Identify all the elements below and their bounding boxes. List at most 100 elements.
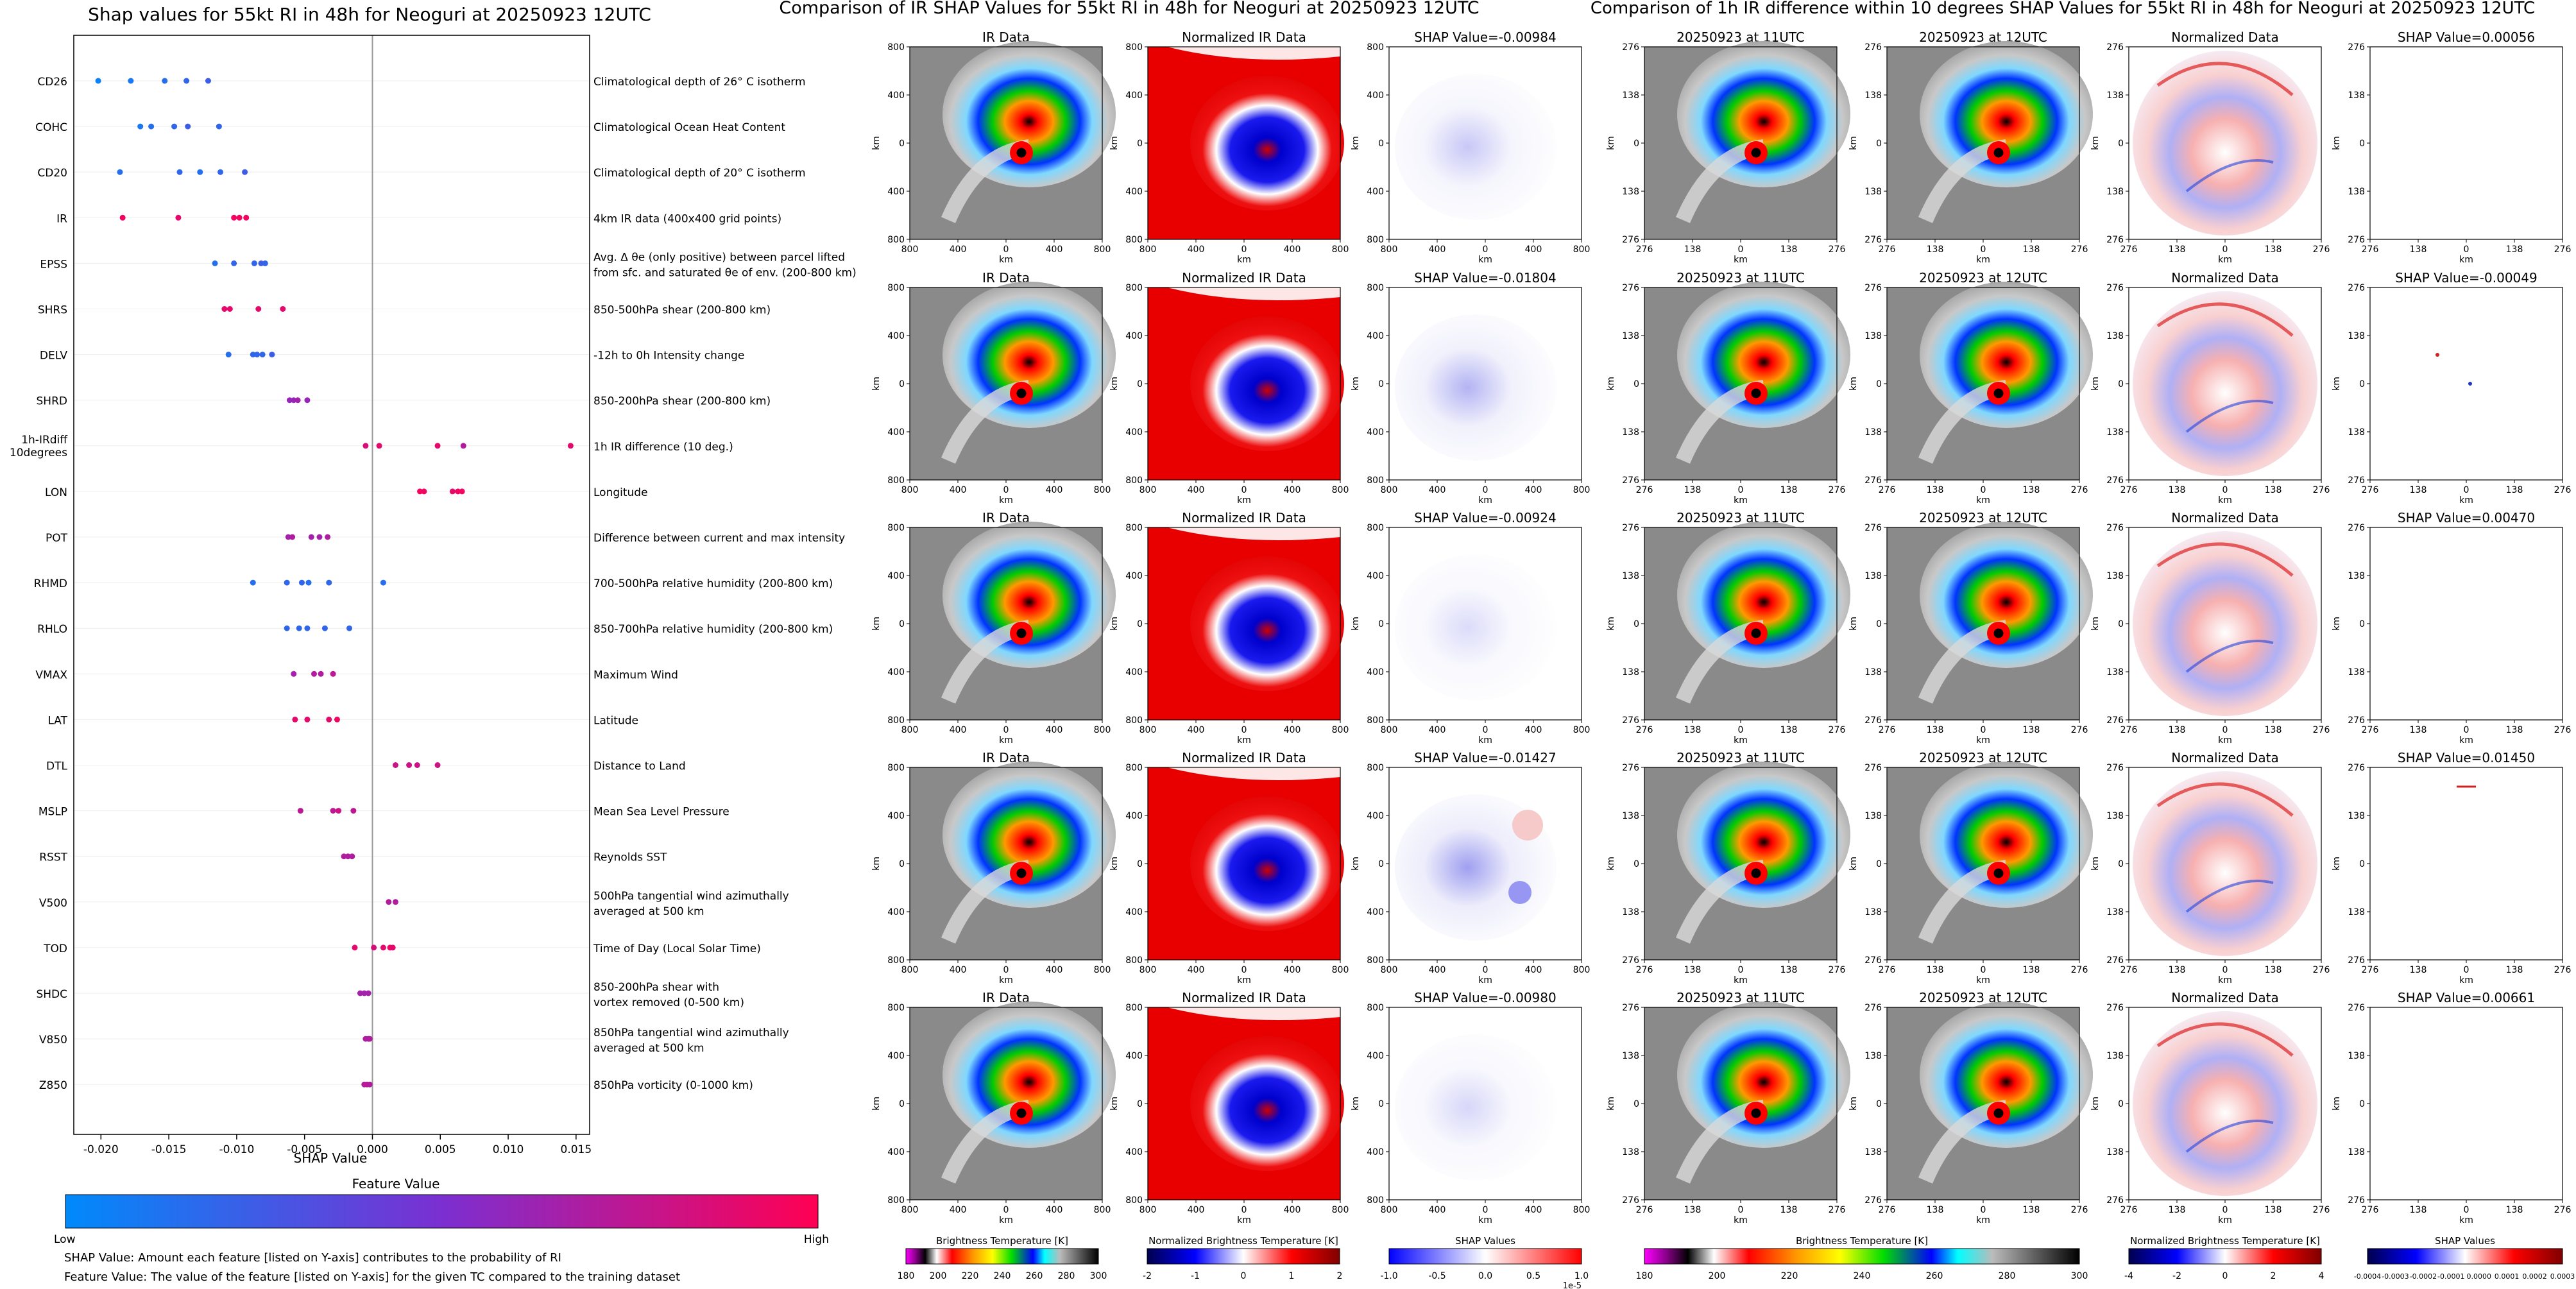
panel-y-tick-label: 276 [2106, 1195, 2124, 1206]
colorbar-tick-label: 220 [962, 1271, 979, 1281]
panel-x-axis-label: km [999, 495, 1013, 506]
shap-point [455, 488, 461, 495]
panel-y-tick-label: 276 [2348, 715, 2365, 726]
shap-point [284, 625, 290, 631]
panel-y-tick-label: 276 [2106, 955, 2124, 966]
shap-point [119, 214, 126, 221]
panel-x-axis-label: km [999, 1215, 1013, 1225]
panel-x-tick-label: 138 [1780, 485, 1798, 495]
panel-y-tick-label: 276 [2106, 475, 2124, 486]
panel-x-tick-label: 138 [2169, 485, 2186, 495]
ir-storm-cloud [943, 522, 1116, 668]
panel-x-tick-label: 276 [1879, 1205, 1896, 1215]
panel-x-tick-label: 800 [1139, 965, 1157, 975]
shap-point [286, 397, 293, 404]
diff-field [2133, 51, 2317, 235]
panel-x-axis-label: km [1734, 735, 1748, 746]
panel-y-tick-label: 400 [1125, 187, 1143, 197]
diff-red-band [2156, 1022, 2294, 1057]
shap-point [366, 1036, 373, 1042]
shap-point [349, 853, 355, 860]
panel-x-tick-label: 276 [2071, 485, 2088, 495]
panel-x-tick-label: 276 [2313, 1205, 2330, 1215]
shap-point [316, 534, 323, 540]
panel-y-tick-label: 400 [1367, 331, 1384, 341]
panel-x-tick-label: 0 [1981, 965, 1986, 975]
panel-y-tick-label: 138 [1622, 90, 1639, 101]
panel-y-tick-label: 276 [2348, 235, 2365, 245]
feature-description-line: 850hPa tangential wind azimuthally [593, 1027, 789, 1039]
panel-y-tick-label: 276 [1622, 1195, 1639, 1206]
panel-y-tick-label: 400 [887, 90, 905, 101]
panel-x-tick-label: 0 [1241, 485, 1247, 495]
shap-positive-blob [1512, 810, 1543, 841]
panel-y-tick-label: 138 [1864, 811, 1882, 821]
panel-y-tick-label: 0 [1633, 379, 1639, 389]
panel-y-tick-label: 276 [2348, 763, 2365, 773]
panel-y-tick-label: 800 [887, 715, 905, 726]
panel-y-tick-label: 138 [1622, 427, 1639, 438]
shap-point [421, 488, 427, 495]
panel-y-tick-label: 276 [1622, 1003, 1639, 1013]
panel-x-tick-label: 800 [901, 244, 919, 255]
panel-x-tick-label: 400 [1525, 1205, 1542, 1215]
panel-y-tick-label: 800 [1367, 1003, 1384, 1013]
panel-y-tick-label: 138 [2106, 667, 2124, 678]
panel-y-tick-label: 0 [1378, 1099, 1384, 1109]
panel-x-tick-label: 138 [2265, 965, 2282, 975]
irdiff-panel-title: SHAP Value=-0.00049 [2395, 270, 2537, 286]
panel-y-tick-label: 800 [1367, 283, 1384, 293]
feature-description-line: 700-500hPa relative humidity (200-800 km… [593, 577, 833, 590]
panel-y-tick-label: 138 [2348, 811, 2365, 821]
shap-point [284, 579, 290, 586]
panel-y-tick-label: 138 [1622, 811, 1639, 821]
feature-description-line: 4km IR data (400x400 grid points) [593, 212, 781, 225]
panel-x-tick-label: 0 [1738, 725, 1744, 735]
panel-y-tick-label: 0 [1633, 1099, 1639, 1109]
shap-point [321, 625, 328, 631]
shap-point [406, 762, 413, 768]
panel-y-tick-label: 138 [2348, 571, 2365, 581]
ir-storm-eye [1751, 868, 1761, 878]
panel-y-tick-label: 0 [2359, 139, 2365, 149]
panel-y-tick-label: 138 [2348, 667, 2365, 678]
panel-y-tick-label: 800 [887, 1003, 905, 1013]
ir-storm-eye [1016, 1108, 1027, 1118]
panel-x-tick-label: 0 [1003, 244, 1009, 255]
feature-value-colorbar [65, 1194, 819, 1229]
panel-x-tick-label: 0 [1003, 725, 1009, 735]
shap-point [171, 123, 178, 130]
feature-description: 850-200hPa shear with vortex removed (0-5… [593, 981, 744, 1009]
panel-y-tick-label: 400 [1367, 90, 1384, 101]
shap-point [345, 853, 351, 860]
panel-x-tick-label: 800 [1332, 244, 1349, 255]
shap-point [449, 488, 456, 495]
panel-x-tick-label: 276 [2554, 1205, 2572, 1215]
panel-x-tick-label: 400 [950, 725, 967, 735]
panel-x-tick-label: 138 [2023, 1205, 2040, 1215]
colorbar-high-label: High [804, 1233, 829, 1246]
panel-x-axis-label: km [1237, 255, 1251, 265]
panel-y-tick-label: 276 [1622, 763, 1639, 773]
panel-y-tick-label: 800 [1125, 523, 1143, 533]
panel-x-tick-label: 276 [2071, 1205, 2088, 1215]
panel-y-axis-label: km [1848, 377, 1859, 391]
panel-y-tick-label: 138 [1622, 907, 1639, 918]
shap-point [250, 579, 256, 586]
colorbar-tick-label: 200 [930, 1271, 947, 1281]
panel-x-axis-label: km [2218, 495, 2232, 506]
shap-point [218, 169, 224, 175]
norm-cold-band [1167, 1007, 1340, 1020]
shap-point [292, 716, 298, 722]
panel-x-tick-label: 0 [1483, 485, 1488, 495]
panel-y-tick-label: 0 [1633, 859, 1639, 869]
ir-storm-cloud [943, 282, 1116, 428]
norm-storm-field [1190, 316, 1344, 451]
panel-x-tick-label: 138 [2506, 244, 2523, 255]
panel-x-axis-label: km [1478, 975, 1492, 986]
panel-y-axis-label: km [2090, 1097, 2101, 1111]
panel-x-axis-label: km [1976, 735, 1990, 746]
